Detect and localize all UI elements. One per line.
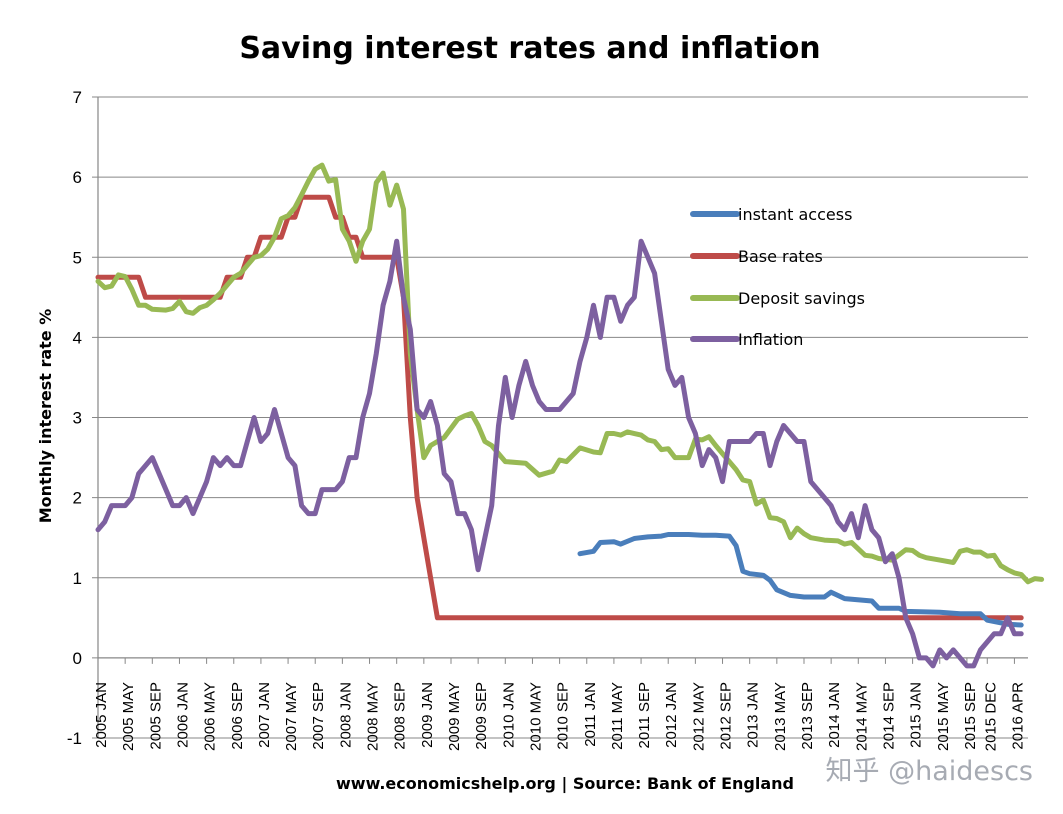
series-line-deposit-savings	[95, 162, 1045, 585]
x-tick-label: 2010 JAN	[500, 682, 517, 748]
x-tick-label: 2006 JAN	[174, 682, 191, 748]
x-tick-label: 2006 MAY	[202, 682, 219, 751]
source-note: www.economicshelp.org | Source: Bank of …	[336, 774, 794, 794]
y-axis-label: Monthly interest rate %	[36, 309, 55, 523]
y-tick-label: 0	[73, 649, 82, 668]
x-tick-label: 2012 SEP	[718, 682, 735, 750]
x-tick-label: 2012 MAY	[690, 682, 707, 751]
x-tick-label: 2015 JAN	[908, 682, 925, 748]
y-tick-label: 4	[73, 328, 82, 347]
x-tick-label: 2011 SEP	[636, 682, 653, 748]
x-tick-label: 2007 JAN	[256, 682, 273, 748]
x-tick-label: 2005 SEP	[147, 682, 164, 750]
x-tick-label: 2015 MAY	[935, 682, 952, 751]
legend-label: Deposit savings	[738, 289, 865, 308]
series-lines	[95, 162, 1045, 669]
y-tick-label: 7	[73, 88, 82, 107]
x-tick-label: 2010 SEP	[555, 682, 572, 750]
x-tick-label: 2008 JAN	[337, 682, 354, 748]
chart-title: Saving interest rates and inflation	[239, 31, 820, 66]
y-axis-ticks: -1 0 1 2 3 4 5 6 7	[67, 88, 82, 748]
legend-label: instant access	[738, 205, 852, 224]
x-axis-ticks: 2005 JAN 2005 MAY 2005 SEP 2006 JAN 2006 MAY…	[93, 682, 1026, 751]
x-tick-label: 2016 APR	[1009, 682, 1026, 750]
x-tick-label: 2005 MAY	[120, 682, 137, 751]
watermark: 知乎 @haidescs	[826, 756, 1033, 787]
x-tick-label: 2010 MAY	[527, 682, 544, 751]
x-tick-label: 2011 JAN	[582, 682, 599, 747]
series-line-instant-access	[577, 532, 1024, 628]
x-tick-label: 2012 JAN	[663, 682, 680, 748]
y-tick-label: 2	[73, 489, 82, 508]
legend: instant access Base rates Deposit savings I…	[690, 205, 865, 349]
x-tick-label: 2007 SEP	[310, 682, 327, 750]
x-tick-label: 2009 MAY	[446, 682, 463, 751]
y-tick-label: 5	[73, 248, 82, 267]
x-tick-label: 2009 SEP	[473, 682, 490, 750]
x-tick-label: 2015 DEC	[982, 682, 999, 751]
x-tick-label: 2015 SEP	[962, 682, 979, 750]
x-tick-label: 2009 JAN	[419, 682, 436, 748]
legend-label: Inflation	[738, 330, 803, 349]
y-tick-label: 3	[73, 409, 82, 428]
x-tick-label: 2006 SEP	[229, 682, 246, 750]
x-tick-label: 2014 MAY	[853, 682, 870, 751]
x-tick-label: 2013 MAY	[772, 682, 789, 751]
y-tick-label: 1	[73, 569, 82, 588]
axes	[92, 96, 1028, 739]
x-tick-label: 2008 SEP	[392, 682, 409, 750]
x-tick-label: 2005 JAN	[93, 682, 110, 748]
legend-label: Base rates	[738, 247, 823, 266]
series-line-inflation	[95, 238, 1024, 669]
x-tick-label: 2014 JAN	[826, 682, 843, 748]
y-tick-label: -1	[67, 729, 82, 748]
x-tick-label: 2014 SEP	[880, 682, 897, 750]
x-tick-label: 2013 JAN	[745, 682, 762, 748]
y-tick-label: 6	[73, 168, 82, 187]
x-tick-label: 2008 MAY	[365, 682, 382, 751]
x-tick-label: 2007 MAY	[283, 682, 300, 751]
x-tick-label: 2013 SEP	[799, 682, 816, 750]
x-tick-label: 2011 MAY	[609, 682, 626, 750]
